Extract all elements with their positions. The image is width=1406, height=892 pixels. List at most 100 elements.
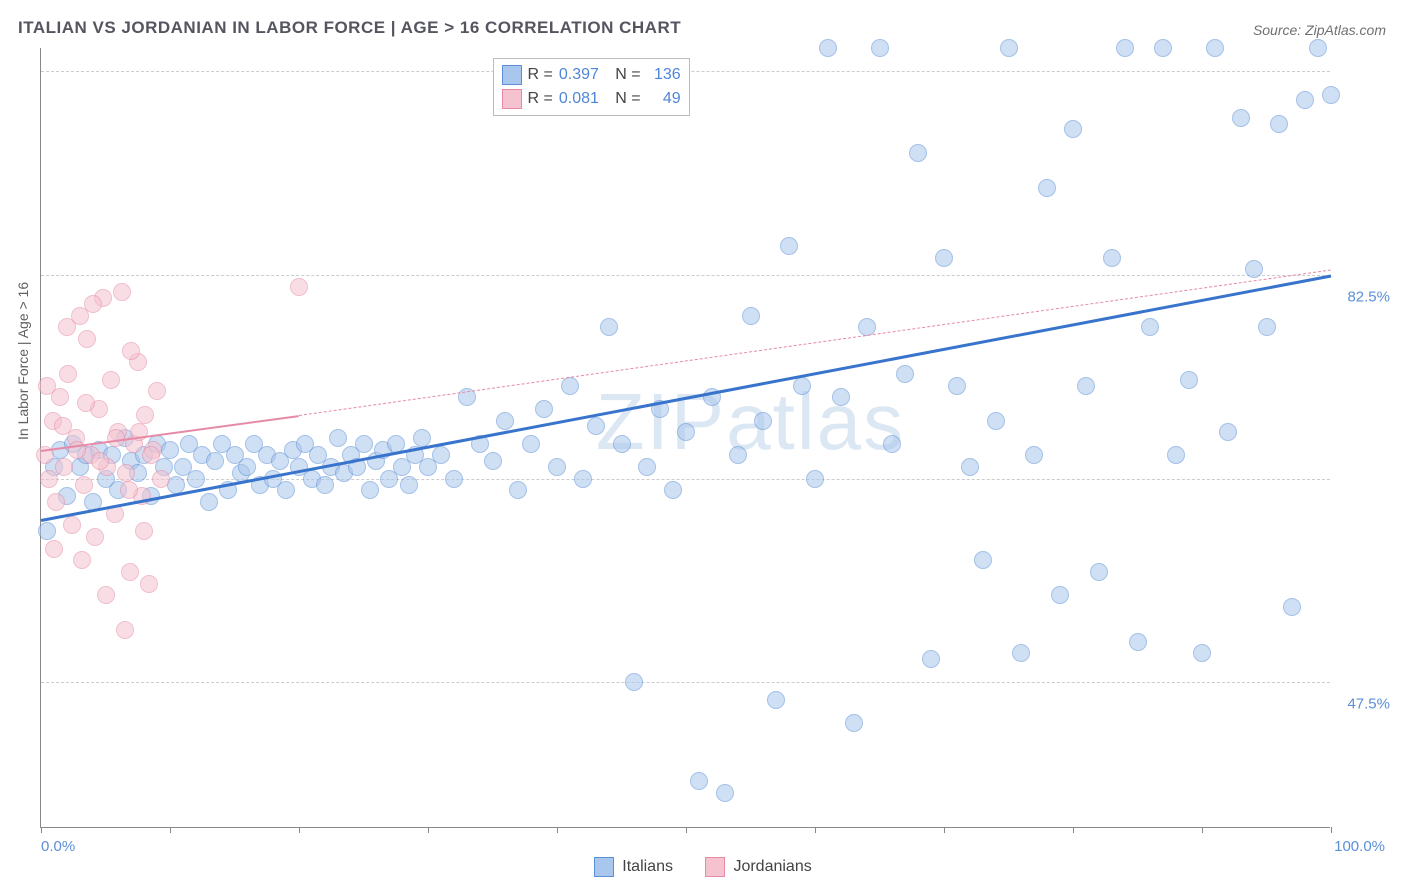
data-point (135, 522, 153, 540)
data-point (1296, 91, 1314, 109)
legend-row: R =0.397 N =136 (502, 63, 681, 87)
swatch-icon (705, 857, 725, 877)
stat-n-value: 136 (647, 66, 681, 84)
data-point (742, 307, 760, 325)
data-point (63, 516, 81, 534)
data-point (1167, 446, 1185, 464)
chart-title: ITALIAN VS JORDANIAN IN LABOR FORCE | AG… (18, 18, 681, 38)
swatch-icon (502, 89, 522, 109)
data-point (97, 586, 115, 604)
data-point (277, 481, 295, 499)
data-point (767, 691, 785, 709)
legend-bottom: Italians Jordanians (0, 857, 1406, 882)
data-point (1103, 249, 1121, 267)
stat-n-value: 49 (647, 90, 681, 108)
data-point (120, 481, 138, 499)
data-point (1141, 318, 1159, 336)
data-point (290, 278, 308, 296)
source-label: Source: ZipAtlas.com (1253, 22, 1386, 38)
data-point (509, 481, 527, 499)
data-point (84, 295, 102, 313)
gridline (41, 682, 1330, 683)
data-point (1129, 633, 1147, 651)
data-point (638, 458, 656, 476)
data-point (142, 446, 160, 464)
data-point (729, 446, 747, 464)
data-point (1116, 39, 1134, 57)
data-point (677, 423, 695, 441)
data-point (38, 377, 56, 395)
data-point (1025, 446, 1043, 464)
legend-row: R =0.081 N =49 (502, 87, 681, 111)
legend-label: Jordanians (733, 858, 811, 876)
data-point (187, 470, 205, 488)
data-point (329, 429, 347, 447)
data-point (1000, 39, 1018, 57)
data-point (91, 452, 109, 470)
data-point (1245, 260, 1263, 278)
x-tick (1331, 827, 1332, 833)
data-point (413, 429, 431, 447)
data-point (561, 377, 579, 395)
data-point (54, 417, 72, 435)
data-point (535, 400, 553, 418)
trend-line (299, 269, 1331, 416)
data-point (116, 621, 134, 639)
data-point (355, 435, 373, 453)
data-point (47, 493, 65, 511)
trend-line (41, 275, 1332, 522)
legend-item-jordanians: Jordanians (705, 857, 811, 877)
data-point (754, 412, 772, 430)
data-point (548, 458, 566, 476)
stat-key: R = (528, 66, 553, 84)
stat-key: R = (528, 90, 553, 108)
data-point (625, 673, 643, 691)
data-point (819, 39, 837, 57)
legend-stats: R =0.397 N =136R =0.081 N =49 (493, 58, 690, 116)
data-point (432, 446, 450, 464)
data-point (484, 452, 502, 470)
data-point (613, 435, 631, 453)
data-point (1180, 371, 1198, 389)
data-point (316, 476, 334, 494)
data-point (987, 412, 1005, 430)
data-point (148, 382, 166, 400)
gridline (41, 275, 1330, 276)
data-point (73, 551, 91, 569)
stat-r-value: 0.397 (559, 66, 605, 84)
data-point (1206, 39, 1224, 57)
data-point (690, 772, 708, 790)
data-point (152, 470, 170, 488)
chart-container: ITALIAN VS JORDANIAN IN LABOR FORCE | AG… (0, 0, 1406, 892)
data-point (974, 551, 992, 569)
data-point (806, 470, 824, 488)
x-tick (944, 827, 945, 833)
data-point (574, 470, 592, 488)
data-point (122, 342, 140, 360)
data-point (238, 458, 256, 476)
data-point (664, 481, 682, 499)
data-point (75, 476, 93, 494)
x-tick (299, 827, 300, 833)
x-tick (1202, 827, 1203, 833)
x-tick (41, 827, 42, 833)
data-point (445, 470, 463, 488)
data-point (59, 365, 77, 383)
data-point (961, 458, 979, 476)
data-point (909, 144, 927, 162)
y-tick-label: 82.5% (1335, 289, 1390, 306)
data-point (58, 318, 76, 336)
data-point (121, 563, 139, 581)
data-point (1232, 109, 1250, 127)
stat-r-value: 0.081 (559, 90, 605, 108)
data-point (78, 330, 96, 348)
y-tick-label: 47.5% (1335, 696, 1390, 713)
data-point (948, 377, 966, 395)
x-tick (1073, 827, 1074, 833)
data-point (793, 377, 811, 395)
legend-label: Italians (622, 858, 673, 876)
data-point (117, 464, 135, 482)
data-point (55, 458, 73, 476)
data-point (896, 365, 914, 383)
data-point (136, 406, 154, 424)
